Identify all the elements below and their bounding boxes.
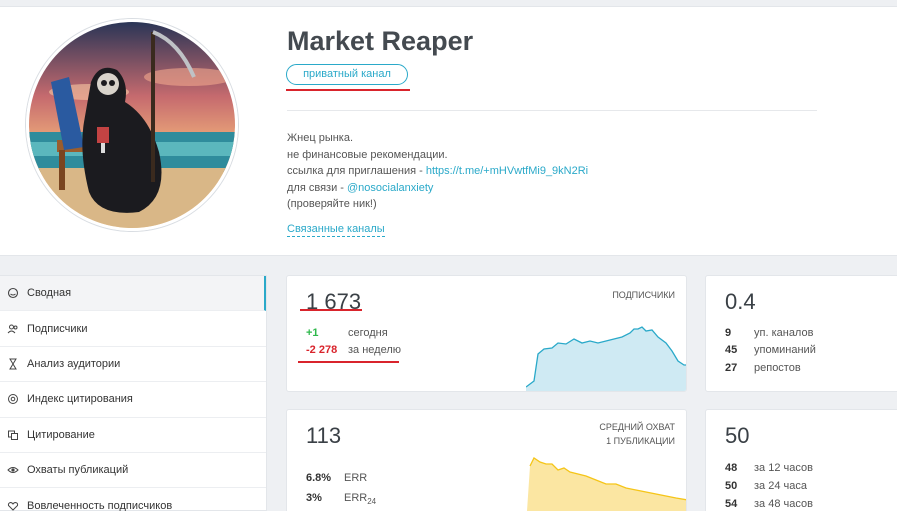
row-label: за 48 часов (754, 498, 813, 510)
channel-description: Жнец рынка. не финансовые рекомендации. … (287, 130, 588, 213)
desc-line: Жнец рынка. (287, 132, 354, 144)
row-value: 50 (725, 480, 738, 492)
today-value: +1 (306, 327, 319, 339)
sidebar-item-label: Вовлеченность подписчиков (27, 499, 173, 511)
desc-contact-line: для связи - @nosocialanxiety (287, 180, 588, 197)
sidebar-item-label: Охваты публикаций (27, 464, 129, 477)
invite-link[interactable]: https://t.me/+mHVwtfMi9_9kN2Ri (425, 165, 589, 177)
users-icon (6, 322, 20, 336)
citation-index-card[interactable]: 0.4 9 уп. каналов 45 упоминаний 27 репостов (705, 275, 897, 392)
row-label: уп. каналов (754, 327, 814, 339)
quote-icon (6, 428, 20, 442)
subscribers-label: подписчики (612, 290, 675, 300)
row-label: упоминаний (754, 344, 816, 356)
err-row: 6.8% ERR (306, 472, 367, 484)
subscribers-card[interactable]: 1 673 подписчики +1 сегодня -2 278 за неде… (286, 275, 687, 392)
err24-label: ERR (344, 492, 368, 504)
post-views-card[interactable]: 50 48 за 12 часов 50 за 24 часа 54 за 48 ча… (705, 409, 897, 511)
stats-sidebar: Сводная Подписчики Анализ аудитории Инде… (0, 275, 267, 511)
desc-note: (проверяйте ник!) (287, 198, 377, 210)
channel-avatar (26, 19, 238, 231)
channel-header: Market Reaper приватный канал Жнец рынка… (0, 6, 897, 256)
reposts-row: 27 репостов (725, 362, 801, 374)
sidebar-item-label: Цитирование (27, 428, 95, 441)
row-label: за 12 часов (754, 462, 813, 474)
views-24h-row: 50 за 24 часа (725, 480, 807, 492)
reaper-avatar-image (29, 22, 235, 228)
err24-row: 3% ERR24 (306, 492, 376, 506)
views-12h-row: 48 за 12 часов (725, 462, 813, 474)
eye-icon (6, 463, 20, 477)
row-value: 27 (725, 362, 738, 374)
row-value: 45 (725, 344, 738, 356)
views-48h-row: 54 за 48 часов (725, 498, 813, 510)
subscribers-sparkline (526, 326, 686, 391)
badge-underline (286, 89, 410, 91)
sidebar-item-engagement[interactable]: Вовлеченность подписчиков (0, 488, 266, 511)
subscribers-count: 1 673 (306, 289, 362, 314)
week-row: -2 278 за неделю (306, 344, 401, 356)
sidebar-item-label: Подписчики (27, 322, 88, 335)
avg-reach-label: средний охват 1 публикации (599, 420, 675, 448)
summary-icon (6, 286, 20, 300)
sidebar-item-citation-index[interactable]: Индекс цитирования (0, 382, 266, 418)
avg-reach-label-line2: 1 публикации (606, 436, 675, 446)
today-row: +1 сегодня (306, 327, 388, 339)
err24-value: 3% (306, 492, 322, 504)
citation-index-value: 0.4 (725, 289, 756, 314)
contact-link[interactable]: @nosocialanxiety (347, 181, 434, 194)
sidebar-item-label: Сводная (27, 287, 72, 300)
sidebar-item-label: Индекс цитирования (27, 393, 133, 406)
mentions-row: 45 упоминаний (725, 344, 816, 356)
sidebar-item-citations[interactable]: Цитирование (0, 418, 266, 453)
sidebar-item-subscribers[interactable]: Подписчики (0, 311, 266, 347)
row-value: 9 (725, 327, 732, 339)
subscribers-count-underline (300, 309, 362, 311)
mentioning-channels-row: 9 уп. каналов (725, 327, 813, 339)
at-icon (6, 392, 20, 406)
hourglass-icon (6, 357, 20, 371)
row-label: за 24 часа (754, 480, 807, 492)
err-value: 6.8% (306, 472, 332, 484)
week-underline (298, 361, 399, 363)
err-label: ERR (344, 472, 368, 484)
today-label: сегодня (348, 327, 388, 339)
avg-reach-label-line1: средний охват (599, 422, 675, 432)
sidebar-item-reach[interactable]: Охваты публикаций (0, 453, 266, 489)
desc-invite-prefix: ссылка для приглашения - (287, 165, 426, 177)
err24-subscript: 24 (367, 497, 377, 507)
header-divider (287, 110, 817, 111)
row-label: репостов (754, 362, 801, 374)
sidebar-item-audience[interactable]: Анализ аудитории (0, 347, 266, 383)
engagement-icon (6, 499, 20, 511)
avg-reach-card[interactable]: 113 средний охват 1 публикации 6.8% ERR 3… (286, 409, 687, 511)
reach-sparkline (527, 457, 686, 511)
week-value: -2 278 (306, 344, 338, 356)
sidebar-item-summary[interactable]: Сводная (0, 276, 266, 312)
week-label: за неделю (348, 344, 402, 356)
desc-invite-line: ссылка для приглашения - https://t.me/+m… (287, 163, 588, 180)
desc-contact-prefix: для связи - (287, 181, 347, 194)
private-channel-badge: приватный канал (286, 64, 408, 85)
post-views-value: 50 (725, 423, 750, 448)
sidebar-item-label: Анализ аудитории (27, 357, 121, 370)
avg-reach-value: 113 (306, 423, 342, 448)
row-value: 54 (725, 498, 738, 510)
desc-line: не финансовые рекомендации. (287, 148, 448, 161)
row-value: 48 (725, 462, 738, 474)
related-channels-link[interactable]: Связанные каналы (287, 223, 385, 237)
channel-title: Market Reaper (287, 26, 474, 56)
